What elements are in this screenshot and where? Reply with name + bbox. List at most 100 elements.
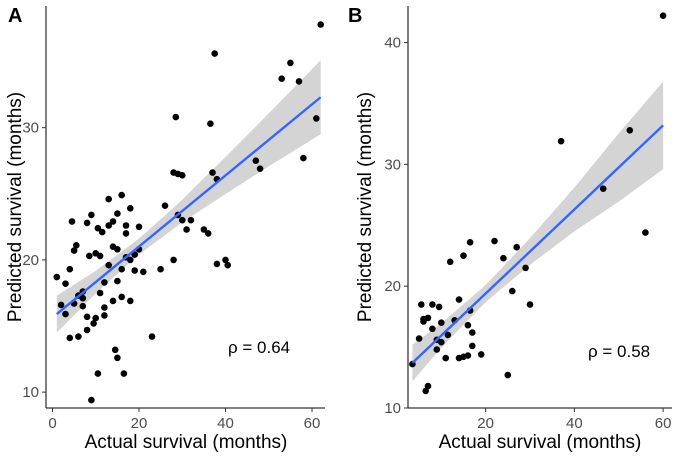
data-point	[118, 191, 125, 199]
data-point	[444, 331, 452, 339]
panel-a-y-ticks: 10 20 30	[22, 120, 46, 401]
data-point	[256, 165, 264, 172]
data-point	[313, 115, 320, 122]
data-point	[252, 157, 260, 164]
data-point	[438, 319, 445, 327]
data-point	[66, 265, 74, 273]
data-point	[477, 351, 485, 358]
data-point	[68, 218, 76, 225]
data-point	[88, 211, 95, 219]
data-point	[114, 277, 121, 285]
data-point	[433, 346, 441, 353]
panel-b-x-ticks: 20 40 60	[477, 408, 671, 432]
data-point	[469, 342, 476, 350]
panel-b-y-label: Predicted survival (months)	[355, 92, 376, 322]
data-point	[446, 258, 454, 266]
y-tick-label: 10	[22, 384, 39, 401]
regression-line	[56, 96, 322, 316]
data-point	[105, 261, 112, 269]
panel-b-label: B	[348, 5, 362, 27]
data-point	[211, 50, 218, 57]
panel-a-fit-line	[56, 96, 322, 316]
data-point	[626, 127, 634, 134]
data-point	[317, 21, 325, 28]
data-point	[224, 261, 231, 269]
panel-a: A 0 20 40 60 10 20 30 Actual survival (months…	[5, 5, 325, 453]
x-tick-label: 60	[655, 415, 672, 432]
data-point	[135, 223, 143, 231]
data-point	[187, 216, 195, 224]
data-point	[105, 222, 112, 229]
data-point	[491, 237, 498, 245]
data-point	[442, 354, 450, 362]
x-tick-label: 60	[304, 415, 321, 432]
data-point	[418, 301, 425, 308]
x-tick-label: 40	[217, 415, 234, 432]
data-point	[127, 256, 134, 264]
x-tick-label: 20	[477, 415, 494, 432]
data-point	[94, 370, 102, 377]
data-point	[105, 195, 112, 203]
data-point	[179, 216, 186, 224]
data-point	[114, 246, 121, 253]
data-point	[118, 265, 125, 273]
data-point	[90, 320, 97, 327]
data-point	[62, 280, 69, 288]
data-point	[278, 75, 286, 82]
data-point	[222, 256, 229, 264]
y-tick-label: 20	[384, 278, 401, 295]
panel-a-x-ticks: 0 20 40 60	[48, 408, 320, 432]
data-point	[101, 304, 108, 311]
data-point	[213, 260, 221, 268]
data-point	[424, 382, 432, 390]
data-point	[131, 267, 138, 274]
data-point	[469, 329, 476, 336]
data-point	[287, 59, 294, 67]
data-point	[161, 202, 169, 209]
panel-a-x-label: Actual survival (months)	[85, 432, 288, 453]
data-point	[96, 289, 104, 297]
confidence-band	[412, 81, 664, 382]
data-point	[504, 371, 512, 379]
panel-b-y-ticks: 10 20 30 40	[384, 35, 408, 417]
data-point	[79, 302, 87, 310]
panel-b-points	[409, 12, 667, 395]
data-point	[122, 230, 130, 237]
data-point	[127, 205, 134, 212]
data-point	[140, 268, 147, 276]
x-tick-label: 0	[48, 415, 56, 432]
data-point	[415, 335, 423, 342]
data-point	[204, 230, 212, 237]
data-point	[659, 12, 667, 19]
data-point	[300, 154, 307, 162]
data-point	[599, 185, 607, 192]
panel-a-label: A	[8, 5, 22, 27]
data-point	[435, 303, 443, 311]
data-point	[429, 325, 436, 333]
data-point	[464, 321, 472, 329]
data-point	[509, 287, 516, 295]
y-tick-label: 40	[384, 35, 401, 52]
data-point	[109, 297, 117, 305]
data-point	[62, 310, 69, 318]
data-point	[466, 239, 474, 246]
y-tick-label: 30	[22, 120, 39, 137]
data-point	[98, 228, 106, 236]
data-point	[183, 226, 190, 233]
data-point	[79, 294, 87, 302]
panel-a-rho-annotation: ρ = 0.64	[228, 338, 290, 357]
data-point	[92, 314, 99, 322]
x-tick-label: 40	[566, 415, 583, 432]
data-point	[455, 296, 463, 303]
panel-a-confidence-band	[56, 60, 321, 333]
data-point	[522, 264, 529, 272]
panel-b-confidence-band	[412, 81, 664, 382]
data-point	[109, 218, 117, 225]
x-tick-label: 20	[131, 415, 148, 432]
data-point	[111, 346, 119, 354]
panel-b-fit-line	[411, 124, 664, 364]
panel-a-y-label: Predicted survival (months)	[5, 92, 26, 322]
data-point	[114, 354, 121, 362]
data-point	[101, 312, 108, 319]
data-point	[73, 242, 80, 249]
